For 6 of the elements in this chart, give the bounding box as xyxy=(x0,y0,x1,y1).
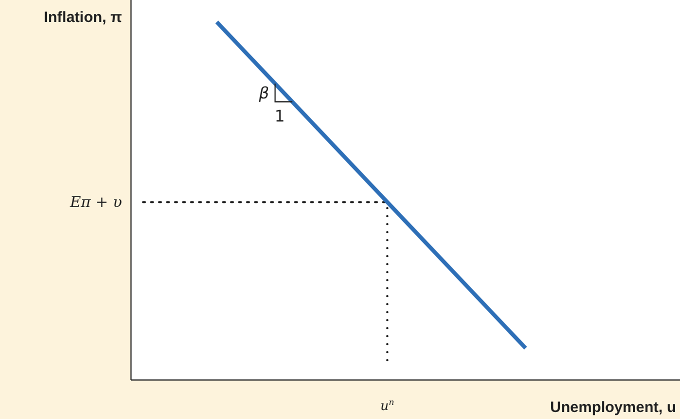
annotation: 1 xyxy=(274,106,285,126)
ref-line-label: Eπ + υ xyxy=(68,193,122,212)
x-axis-title: Unemployment, u xyxy=(550,399,676,416)
text: u$^{n}$ xyxy=(380,397,394,414)
y-axis-title: Inflation, π xyxy=(44,9,122,26)
annotation: β xyxy=(258,84,270,103)
